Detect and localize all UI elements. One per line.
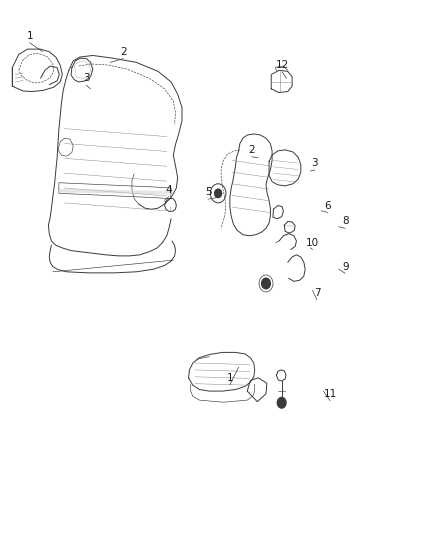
Circle shape [261,278,270,289]
Text: 9: 9 [342,262,349,271]
Text: 3: 3 [311,158,318,168]
Circle shape [277,398,286,408]
Text: 4: 4 [166,184,172,195]
Text: 3: 3 [83,73,89,83]
Text: 2: 2 [120,47,127,56]
Text: 2: 2 [248,145,255,155]
Text: 12: 12 [276,60,289,70]
Text: 8: 8 [342,216,349,227]
Text: 1: 1 [226,373,233,383]
Text: 7: 7 [314,288,320,298]
Text: 11: 11 [323,389,337,399]
Circle shape [215,189,222,198]
Text: 10: 10 [306,238,319,248]
Text: 1: 1 [26,31,33,41]
Text: 6: 6 [325,200,331,211]
Text: 5: 5 [205,187,212,197]
